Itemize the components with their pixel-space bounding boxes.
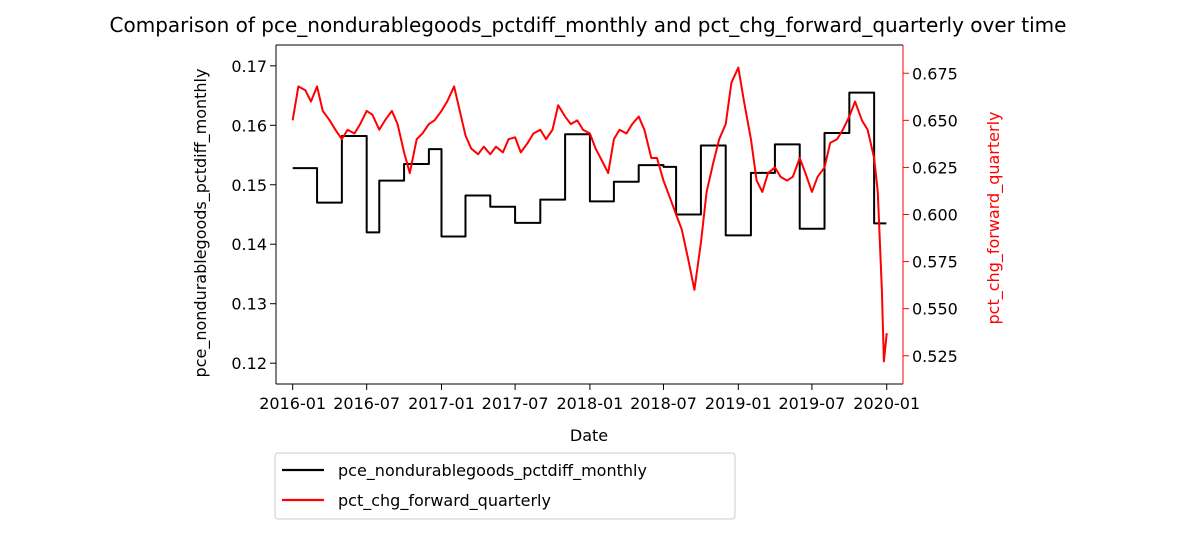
x-tick-label: 2016-07 <box>333 394 400 413</box>
y-left-tick-label: 0.12 <box>231 354 267 373</box>
y-left-tick-label: 0.15 <box>231 176 267 195</box>
x-axis: 2016-01 2016-07 2017-01 2017-07 2018-01 2018-… <box>259 384 920 413</box>
legend-label-left-series: pce_nondurablegoods_pctdiff_monthly <box>338 461 647 481</box>
x-tick-label: 2018-07 <box>630 394 697 413</box>
y-right-tick-label: 0.575 <box>912 253 958 272</box>
x-tick-label: 2020-01 <box>853 394 920 413</box>
series-line-left <box>292 91 887 238</box>
y-left-tick-label: 0.17 <box>231 57 267 76</box>
y-axis-left: 0.12 0.13 0.14 0.15 0.16 0.17 <box>231 57 276 373</box>
y-left-tick-label: 0.16 <box>231 116 267 135</box>
x-tick-label: 2017-07 <box>482 394 549 413</box>
y-left-tick-label: 0.13 <box>231 295 267 314</box>
chart-title: Comparison of pce_nondurablegoods_pctdif… <box>110 13 1067 37</box>
x-tick-label: 2018-01 <box>556 394 623 413</box>
y-right-tick-label: 0.650 <box>912 111 958 130</box>
series-layer <box>291 66 888 363</box>
y-axis-left-label: pce_nondurablegoods_pctdiff_monthly <box>191 69 211 378</box>
y-axis-right-label: pct_chg_forward_quarterly <box>984 112 1004 325</box>
legend-frame <box>274 452 736 520</box>
y-right-tick-label: 0.525 <box>912 347 958 366</box>
y-left-tick-label: 0.14 <box>231 235 267 254</box>
legend-label-right-series: pct_chg_forward_quarterly <box>338 491 551 511</box>
series-line-right <box>291 66 888 363</box>
y-right-tick-label: 0.675 <box>912 64 958 83</box>
x-axis-label: Date <box>570 426 608 445</box>
y-right-tick-label: 0.625 <box>912 158 958 177</box>
plot-area <box>275 44 904 385</box>
x-tick-label: 2016-01 <box>259 394 326 413</box>
y-right-tick-label: 0.600 <box>912 206 958 225</box>
y-right-tick-label: 0.550 <box>912 300 958 319</box>
x-tick-label: 2019-07 <box>778 394 845 413</box>
x-tick-label: 2017-01 <box>408 394 475 413</box>
legend: pce_nondurablegoods_pctdiff_monthly pct_… <box>274 452 736 520</box>
x-tick-label: 2019-01 <box>705 394 772 413</box>
y-axis-right: 0.525 0.550 0.575 0.600 0.625 0.650 0.675 <box>903 64 958 366</box>
